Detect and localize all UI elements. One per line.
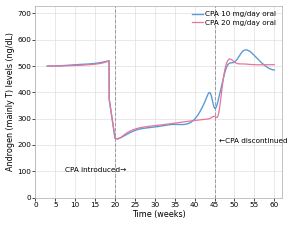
Line: CPA 20 mg/day oral: CPA 20 mg/day oral [47,59,274,139]
Text: CPA introduced→: CPA introduced→ [65,166,127,173]
CPA 10 mg/day oral [115,137,119,140]
CPA 20 mg/day oral [78,64,81,67]
CPA 20 mg/day oral [228,58,232,60]
Y-axis label: Androgen (mainly T) levels (ng/dL): Androgen (mainly T) levels (ng/dL) [6,32,15,171]
CPA 10 mg/day oral [272,69,276,71]
CPA 10 mg/day oral [82,63,86,66]
CPA 20 mg/day oral [45,65,49,67]
CPA 20 mg/day oral [132,128,136,131]
CPA 10 mg/day oral [132,129,136,132]
X-axis label: Time (weeks): Time (weeks) [132,210,186,219]
CPA 20 mg/day oral [127,130,130,133]
CPA 20 mg/day oral [116,137,119,140]
CPA 20 mg/day oral [86,63,90,66]
CPA 20 mg/day oral [213,115,216,118]
Legend: CPA 10 mg/day oral, CPA 20 mg/day oral: CPA 10 mg/day oral, CPA 20 mg/day oral [189,9,279,28]
CPA 20 mg/day oral [82,64,86,66]
CPA 10 mg/day oral [213,107,216,109]
CPA 10 mg/day oral [244,49,248,51]
CPA 10 mg/day oral [86,63,90,65]
CPA 10 mg/day oral [45,65,49,67]
CPA 10 mg/day oral [78,63,81,66]
Line: CPA 10 mg/day oral: CPA 10 mg/day oral [47,50,274,139]
Text: ←CPA discontinued: ←CPA discontinued [219,138,287,144]
CPA 20 mg/day oral [272,63,276,66]
CPA 10 mg/day oral [127,132,130,135]
